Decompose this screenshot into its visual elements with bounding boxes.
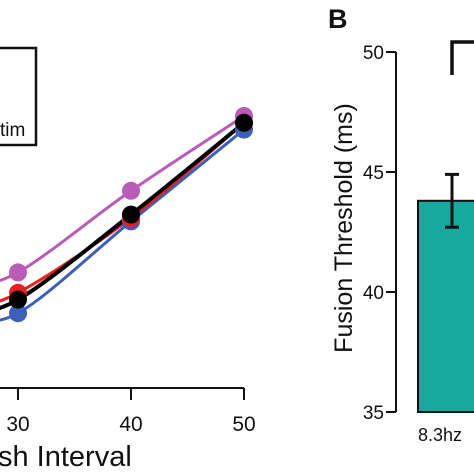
series-line-magenta <box>0 114 245 282</box>
panel-a-x-ticks: 30 40 50 <box>6 388 256 436</box>
x-tick-label: 50 <box>232 413 255 436</box>
y-tick-label: 45 <box>363 163 384 184</box>
panel-a-line-chart: tim 30 40 50 sh Interval <box>0 46 256 473</box>
data-point-blue <box>9 304 27 323</box>
panel-a-series-lines <box>0 114 246 322</box>
panel-a-points <box>9 107 253 323</box>
bar <box>417 199 474 413</box>
panel-b-y-ticks: 35 40 45 50 <box>363 43 396 424</box>
y-tick-label: 40 <box>363 283 384 304</box>
panel-b-y-axis-label: Fusion Threshold (ms) <box>330 103 358 353</box>
series-line-blue <box>0 128 245 322</box>
series-line-black <box>0 121 246 310</box>
y-tick-label: 35 <box>363 403 384 424</box>
x-tick-label: 30 <box>6 413 29 436</box>
significance-bracket <box>450 40 474 75</box>
y-tick-label: 50 <box>363 43 384 64</box>
panel-b-bar-chart: B 35 40 45 50 Fusion Threshold (ms) 8.3hz <box>328 4 474 445</box>
legend-partial-text: tim <box>0 120 25 141</box>
panel-a-x-axis-label: sh Interval <box>0 441 132 473</box>
data-point-black <box>122 205 140 224</box>
panel-b-bars <box>417 172 474 413</box>
panel-b-category-labels: 8.3hz <box>418 425 462 445</box>
x-tick-label: 40 <box>119 413 142 436</box>
panel-b-label: B <box>328 4 348 34</box>
data-point-black <box>9 290 27 309</box>
panel-a-legend-box: tim <box>0 46 38 147</box>
category-label: 8.3hz <box>418 425 462 445</box>
data-point-black <box>235 113 253 132</box>
data-point-magenta <box>9 263 27 282</box>
data-point-magenta <box>122 181 140 200</box>
